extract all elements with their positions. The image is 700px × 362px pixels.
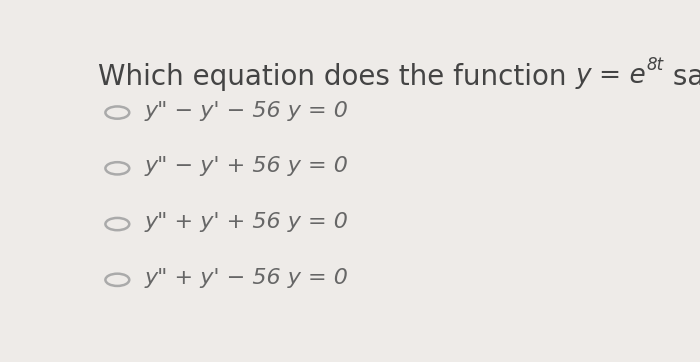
- Text: satisfy ?: satisfy ?: [664, 63, 700, 91]
- Text: y" − y' − 56 y = 0: y" − y' − 56 y = 0: [144, 101, 349, 121]
- Text: 8t: 8t: [647, 56, 664, 74]
- Text: y = e: y = e: [575, 63, 647, 89]
- Text: y" + y' − 56 y = 0: y" + y' − 56 y = 0: [144, 268, 349, 288]
- Text: Which equation does the function: Which equation does the function: [98, 63, 575, 91]
- Text: y" + y' + 56 y = 0: y" + y' + 56 y = 0: [144, 212, 349, 232]
- Text: y" − y' + 56 y = 0: y" − y' + 56 y = 0: [144, 156, 349, 176]
